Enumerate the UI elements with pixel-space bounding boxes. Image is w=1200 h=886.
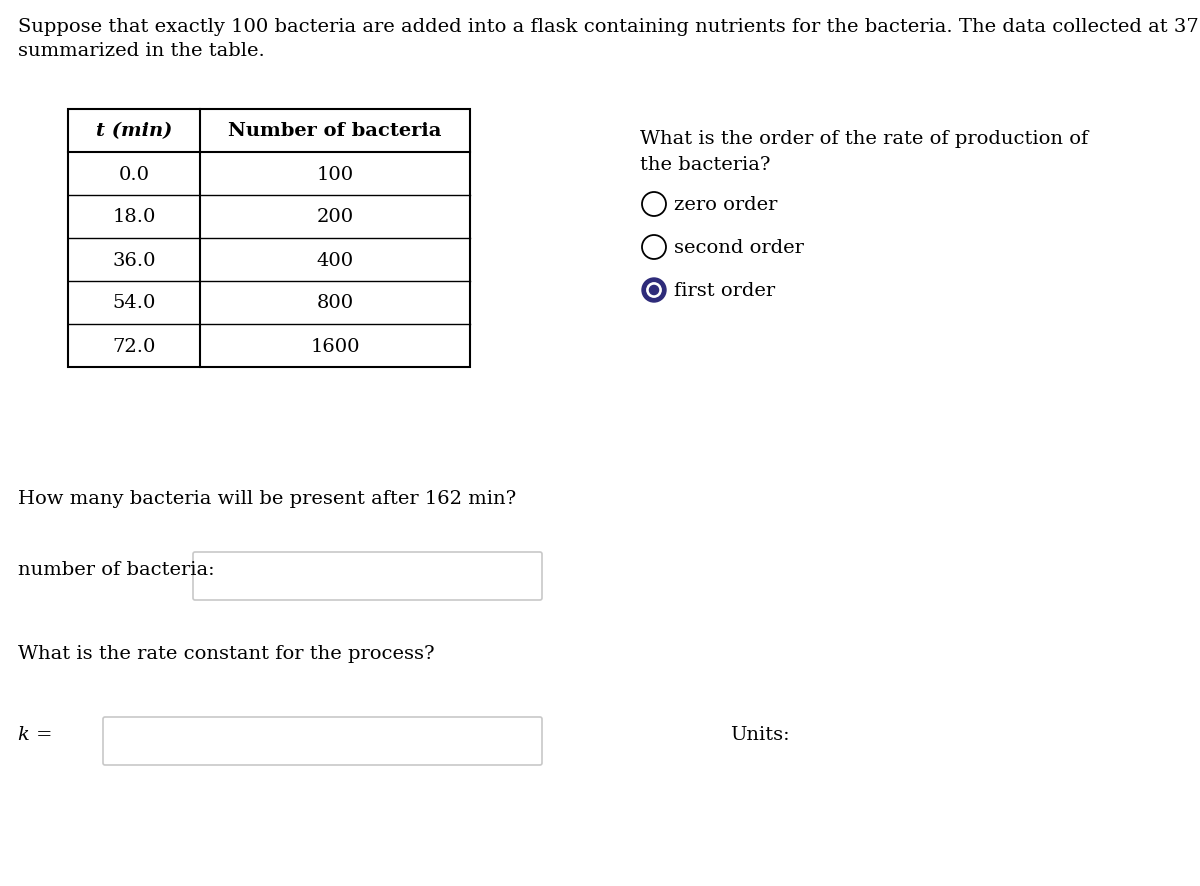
Text: 100: 100 (317, 166, 354, 183)
Text: Number of bacteria: Number of bacteria (228, 122, 442, 140)
Text: summarized in the table.: summarized in the table. (18, 42, 265, 60)
Text: the bacteria?: the bacteria? (640, 156, 770, 174)
Text: What is the order of the rate of production of: What is the order of the rate of product… (640, 130, 1088, 148)
Text: 800: 800 (317, 294, 354, 312)
Text: How many bacteria will be present after 162 min?: How many bacteria will be present after … (18, 489, 516, 508)
Text: 72.0: 72.0 (113, 337, 156, 355)
Circle shape (649, 286, 659, 295)
Text: 1600: 1600 (311, 337, 360, 355)
Bar (68, 110, 470, 368)
Text: Suppose that exactly 100 bacteria are added into a flask containing nutrients fo: Suppose that exactly 100 bacteria are ad… (18, 18, 1200, 36)
Text: k =: k = (18, 725, 53, 743)
Circle shape (647, 284, 661, 298)
Text: What is the rate constant for the process?: What is the rate constant for the proces… (18, 644, 434, 662)
Text: zero order: zero order (674, 196, 778, 214)
Circle shape (642, 279, 666, 303)
Text: 36.0: 36.0 (113, 252, 156, 269)
Text: Units:: Units: (730, 725, 790, 743)
FancyBboxPatch shape (193, 552, 542, 601)
Text: 0.0: 0.0 (119, 166, 150, 183)
Text: 54.0: 54.0 (113, 294, 156, 312)
Text: first order: first order (674, 282, 775, 299)
Text: number of bacteria:: number of bacteria: (18, 560, 215, 579)
Text: t (min): t (min) (96, 122, 172, 140)
Text: second order: second order (674, 238, 804, 257)
Text: 18.0: 18.0 (113, 208, 156, 226)
Text: 200: 200 (317, 208, 354, 226)
Text: 400: 400 (317, 252, 354, 269)
FancyBboxPatch shape (103, 717, 542, 766)
